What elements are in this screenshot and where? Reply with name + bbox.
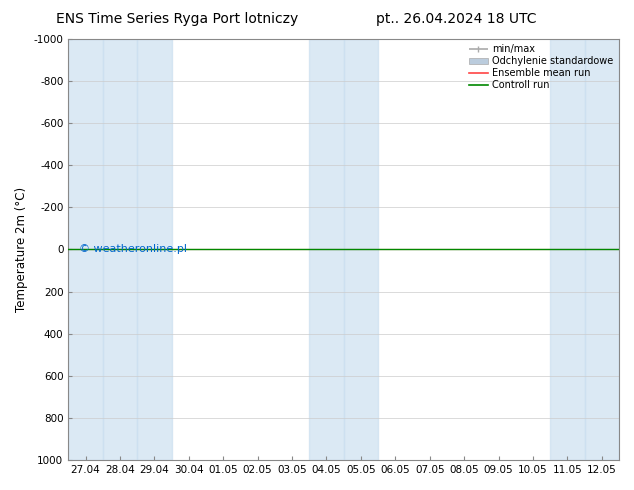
Text: pt.. 26.04.2024 18 UTC: pt.. 26.04.2024 18 UTC (376, 12, 537, 26)
Bar (68, 39, 103, 460)
Y-axis label: Temperature 2m (°C): Temperature 2m (°C) (15, 187, 28, 312)
Bar (309, 39, 344, 460)
Bar (585, 39, 619, 460)
Text: ENS Time Series Ryga Port lotniczy: ENS Time Series Ryga Port lotniczy (56, 12, 299, 26)
Legend: min/max, Odchylenie standardowe, Ensemble mean run, Controll run: min/max, Odchylenie standardowe, Ensembl… (465, 41, 617, 94)
Text: © weatheronline.pl: © weatheronline.pl (79, 245, 187, 254)
Bar (344, 39, 378, 460)
Bar (550, 39, 585, 460)
Bar (103, 39, 137, 460)
Bar (137, 39, 172, 460)
